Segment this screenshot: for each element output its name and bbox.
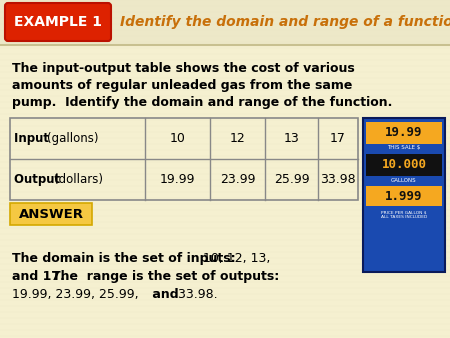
Text: 23.99: 23.99 bbox=[220, 173, 255, 186]
Text: 13: 13 bbox=[284, 132, 299, 145]
Text: 33.98: 33.98 bbox=[320, 173, 356, 186]
Text: The domain is the set of inputs:: The domain is the set of inputs: bbox=[12, 252, 236, 265]
Bar bbox=[366, 154, 442, 176]
Text: THIS SALE $: THIS SALE $ bbox=[387, 145, 421, 150]
Text: 19.99: 19.99 bbox=[160, 173, 195, 186]
Text: The  range is the set of outputs:: The range is the set of outputs: bbox=[52, 270, 279, 283]
Bar bbox=[10, 118, 358, 200]
Text: Identify the domain and range of a function: Identify the domain and range of a funct… bbox=[120, 15, 450, 29]
FancyBboxPatch shape bbox=[5, 3, 111, 41]
Text: ANSWER: ANSWER bbox=[18, 208, 84, 220]
Text: 19.99: 19.99 bbox=[385, 126, 423, 140]
Text: (dollars): (dollars) bbox=[54, 173, 103, 186]
Text: 10: 10 bbox=[170, 132, 185, 145]
Text: pump.  Identify the domain and range of the function.: pump. Identify the domain and range of t… bbox=[12, 96, 392, 109]
Text: Output: Output bbox=[14, 173, 64, 186]
Text: and 17.: and 17. bbox=[12, 270, 65, 283]
Text: 17: 17 bbox=[330, 132, 346, 145]
Text: 1.999: 1.999 bbox=[385, 190, 423, 202]
Text: EXAMPLE 1: EXAMPLE 1 bbox=[14, 15, 102, 29]
Text: 10.000: 10.000 bbox=[382, 159, 427, 171]
Text: 19.99, 23.99, 25.99,: 19.99, 23.99, 25.99, bbox=[12, 288, 143, 301]
Text: (gallons): (gallons) bbox=[47, 132, 99, 145]
Bar bbox=[366, 186, 442, 206]
Text: PRICE PER GALLON $
ALL TAXES INCLUDED: PRICE PER GALLON $ ALL TAXES INCLUDED bbox=[381, 210, 427, 219]
Bar bbox=[10, 203, 92, 225]
Text: 10, 12, 13,: 10, 12, 13, bbox=[199, 252, 270, 265]
Text: and: and bbox=[148, 288, 179, 301]
Text: amounts of regular unleaded gas from the same: amounts of regular unleaded gas from the… bbox=[12, 79, 352, 92]
Text: 25.99: 25.99 bbox=[274, 173, 309, 186]
Text: The input-output table shows the cost of various: The input-output table shows the cost of… bbox=[12, 62, 355, 75]
Text: GALLONS: GALLONS bbox=[391, 177, 417, 183]
Text: Input: Input bbox=[14, 132, 53, 145]
Text: 12: 12 bbox=[230, 132, 245, 145]
Text: 33.98.: 33.98. bbox=[174, 288, 218, 301]
Bar bbox=[0, 0, 450, 45]
Bar bbox=[366, 122, 442, 144]
Bar bbox=[363, 118, 445, 272]
